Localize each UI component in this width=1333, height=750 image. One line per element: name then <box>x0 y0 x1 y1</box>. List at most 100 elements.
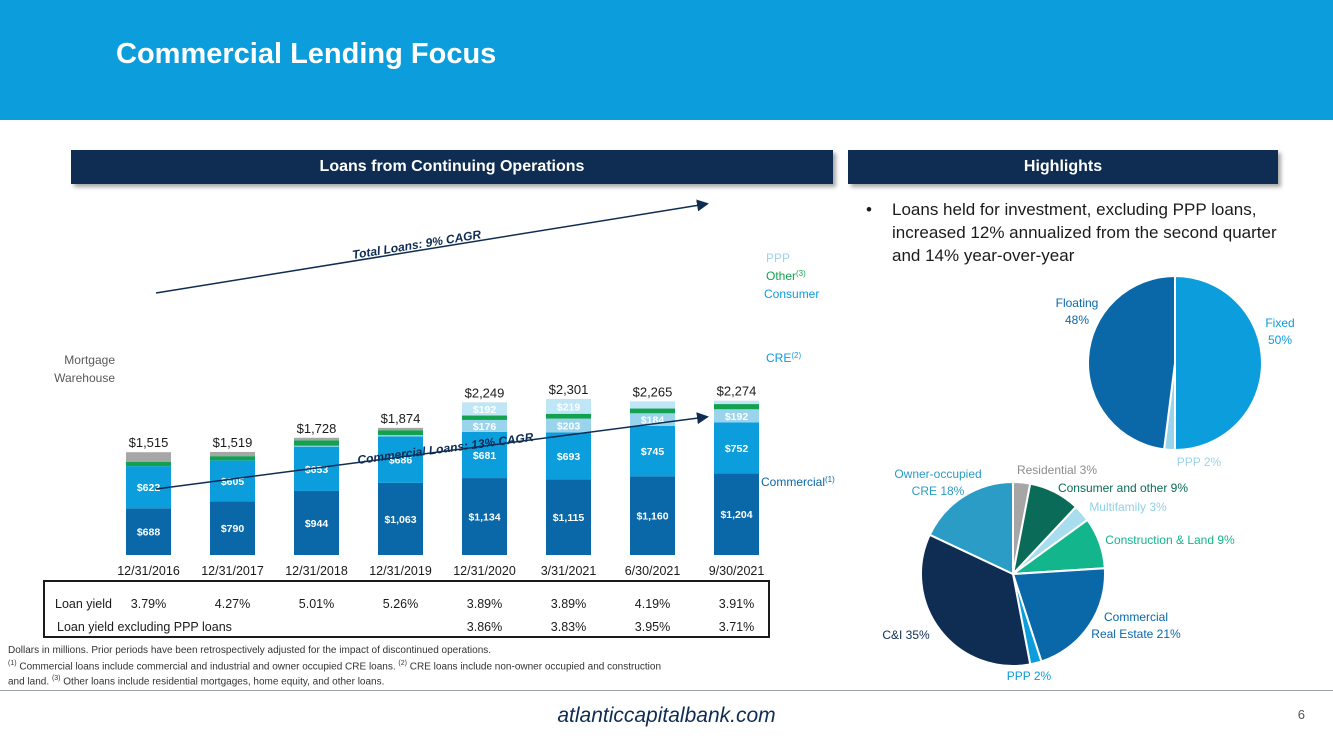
bar-value-label: $693 <box>557 451 581 463</box>
pie-label-multifamily: Multifamily 3% <box>1089 500 1167 514</box>
bar-total-label: $2,249 <box>465 385 505 400</box>
bar-segment-2-7 <box>714 409 759 423</box>
bar-value-label: $192 <box>473 404 497 416</box>
bar-total-label: $2,274 <box>717 384 757 399</box>
commercial-cagr-arrow <box>155 412 709 490</box>
loan-yield-value: 3.91% <box>719 597 754 611</box>
bar-value-label: $681 <box>473 450 497 462</box>
bar-value-label: $1,134 <box>468 512 500 524</box>
bar-value-label: $752 <box>725 443 749 455</box>
bar-total-label: $1,728 <box>297 421 337 436</box>
loan-yield-value: 5.01% <box>299 597 334 611</box>
pie-label-cre-2: Real Estate 21% <box>1091 627 1181 641</box>
bar-segment-1-0 <box>126 466 171 509</box>
bar-segment-5-3 <box>378 427 423 431</box>
bar-value-label: $1,160 <box>636 511 668 523</box>
bar-segment-3-4 <box>462 415 507 420</box>
footnote-line-2: (1) Commercial loans include commercial … <box>8 660 662 673</box>
bar-value-label: $176 <box>473 421 497 433</box>
pie-label-cre-1: Commercial <box>1104 610 1168 624</box>
bar-value-label: $688 <box>137 527 161 539</box>
x-tick-label: 12/31/2017 <box>201 564 264 578</box>
loan-yield-ex-ppp-value: 3.71% <box>719 620 754 634</box>
website-link[interactable]: atlanticcapitalbank.com <box>557 704 776 727</box>
x-tick-label: 12/31/2020 <box>453 564 516 578</box>
footer-divider <box>0 690 1333 691</box>
pie-label-consumer-other: Consumer and other 9% <box>1058 481 1188 495</box>
bar-segment-2-3 <box>378 435 423 437</box>
loans-panel-header: Loans from Continuing Operations <box>71 150 833 184</box>
bar-segment-5-2 <box>294 437 339 441</box>
legend-mortgage-line1: Mortgage <box>64 353 115 367</box>
bar-segment-5-0 <box>126 452 171 462</box>
bar-segment-3-6 <box>630 408 675 414</box>
loan-yield-ex-ppp-value: 3.95% <box>635 620 670 634</box>
rate-pie-slice-2 <box>1087 274 1176 451</box>
bar-total-label: $1,519 <box>213 435 253 450</box>
total-cagr-arrow <box>155 199 709 294</box>
bar-value-label: $944 <box>305 518 329 530</box>
page-number: 6 <box>1297 707 1305 722</box>
footnote-line-3: and land. (3) Other loans include reside… <box>8 675 385 688</box>
bar-value-label: $1,204 <box>720 509 752 521</box>
loan-yield-ex-ppp-value: 3.83% <box>551 620 586 634</box>
bar-segment-3-0 <box>126 461 171 467</box>
bar-total-label: $2,301 <box>549 382 589 397</box>
loan-yield-value: 3.89% <box>467 597 502 611</box>
bar-total-label: $1,515 <box>129 435 169 450</box>
loans-bar-chart: $688$622$790$605$944$653$1,063$686$1,134… <box>54 199 835 578</box>
bar-value-label: $622 <box>137 482 161 494</box>
legend-ppp: PPP <box>766 251 790 265</box>
bar-total-label: $2,265 <box>633 384 673 399</box>
bar-value-label: $219 <box>557 401 581 413</box>
loan-yield-value: 3.89% <box>551 597 586 611</box>
loan-yield-ex-ppp-value: 3.86% <box>467 620 502 634</box>
page-title: Commercial Lending Focus <box>116 38 497 70</box>
pie-label-owner-2: CRE 18% <box>912 484 965 498</box>
footnote-line-1: Dollars in millions. Prior periods have … <box>8 645 492 656</box>
legend-commercial: Commercial(1) <box>761 475 835 489</box>
mix-pie-slice-7 <box>928 480 1014 576</box>
pie-label-fixed: Fixed <box>1265 316 1294 330</box>
pie-label-construction: Construction & Land 9% <box>1105 533 1235 547</box>
pie-label-ppp-bottom: PPP 2% <box>1007 669 1052 683</box>
mix-pie-slice-4 <box>1011 567 1106 663</box>
loan-yield-table: Loan yield Loan yield excluding PPP loan… <box>43 580 770 638</box>
pie-charts: Floating 48% Fixed 50% PPP 2% Owner-occu… <box>882 274 1295 683</box>
bar-segment-3-7 <box>714 404 759 410</box>
bar-segment-3-1 <box>210 456 255 461</box>
bar-segment-1-7 <box>714 422 759 474</box>
x-tick-label: 12/31/2019 <box>369 564 432 578</box>
highlights-panel-header: Highlights <box>848 150 1278 184</box>
bar-segment-3-2 <box>294 440 339 446</box>
rate-pie-slice-0 <box>1174 274 1263 452</box>
loan-yield-value: 3.79% <box>131 597 166 611</box>
pie-label-fixed-pct: 50% <box>1268 333 1292 347</box>
highlight-text: Loans held for investment, excluding PPP… <box>892 200 1277 265</box>
pie-label-ppp-top: PPP 2% <box>1177 455 1222 469</box>
bar-value-label: $745 <box>641 446 665 458</box>
bar-value-label: $790 <box>221 523 245 535</box>
bar-segment-4-4 <box>462 402 507 416</box>
bullet-dot: • <box>866 200 872 219</box>
x-tick-label: 6/30/2021 <box>625 564 681 578</box>
bar-value-label: $203 <box>557 420 581 432</box>
bar-segment-1-2 <box>294 446 339 491</box>
bar-segment-0-5 <box>546 479 591 555</box>
mix-pie-slice-6 <box>920 533 1032 667</box>
bar-segment-1-6 <box>630 425 675 477</box>
legend-cre: CRE(2) <box>766 351 801 365</box>
bar-segment-3-5 <box>546 413 591 419</box>
loan-yield-label: Loan yield <box>55 597 112 611</box>
bar-segment-0-2 <box>294 490 339 555</box>
bar-segment-2-5 <box>546 418 591 433</box>
bar-segment-5-1 <box>210 451 255 457</box>
bar-segment-4-6 <box>630 401 675 409</box>
x-tick-label: 3/31/2021 <box>541 564 597 578</box>
bar-segment-0-4 <box>462 478 507 555</box>
bar-segment-1-4 <box>462 431 507 479</box>
title-bar: Commercial Lending Focus <box>0 0 1333 120</box>
bar-segment-1-5 <box>546 432 591 480</box>
x-tick-label: 12/31/2018 <box>285 564 348 578</box>
loan-yield-value: 4.27% <box>215 597 250 611</box>
